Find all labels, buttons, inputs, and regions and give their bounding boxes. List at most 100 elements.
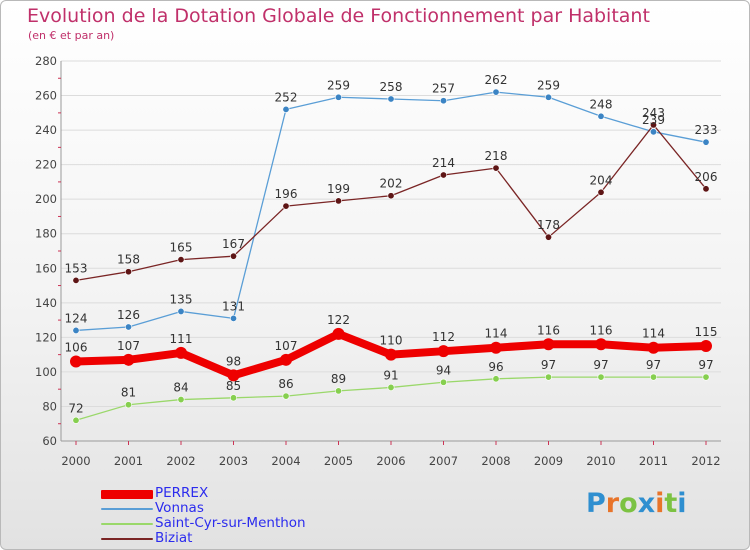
data-point <box>490 341 502 354</box>
logo-letter: i <box>655 488 665 519</box>
y-tick-label: 160 <box>35 261 57 275</box>
y-tick-label: 200 <box>35 192 57 206</box>
logo-letter: P <box>586 488 606 519</box>
data-label: 114 <box>485 327 508 341</box>
logo-letter: i <box>677 488 687 519</box>
data-point <box>334 197 342 205</box>
data-point <box>597 188 605 196</box>
data-point <box>282 392 290 400</box>
data-point <box>649 121 657 129</box>
data-label: 124 <box>65 311 88 325</box>
data-point <box>649 373 657 381</box>
data-label: 202 <box>380 177 403 191</box>
x-tick-label: 2002 <box>166 454 195 468</box>
data-point <box>334 387 342 395</box>
data-point <box>544 373 552 381</box>
data-point <box>125 323 133 331</box>
data-point <box>702 138 710 146</box>
data-point <box>700 340 712 352</box>
data-label: 94 <box>436 363 451 377</box>
data-point <box>72 276 80 284</box>
logo-letter: t <box>664 488 678 519</box>
data-label: 107 <box>117 339 140 353</box>
series-line-saint-cyr-sur-menthon <box>75 376 707 421</box>
chart-subtitle: (en € et par an) <box>28 29 115 42</box>
data-label: 72 <box>68 401 83 415</box>
y-tick-label: 100 <box>35 365 57 379</box>
data-label: 89 <box>331 372 346 386</box>
data-point <box>702 185 710 193</box>
data-label: 178 <box>537 218 560 232</box>
data-point <box>387 192 395 200</box>
data-label: 233 <box>695 123 718 137</box>
x-tick-label: 2010 <box>586 454 615 468</box>
data-point <box>544 93 552 101</box>
data-point <box>492 375 500 383</box>
y-tick-label: 140 <box>35 296 57 310</box>
data-label: 86 <box>278 377 293 391</box>
data-point <box>439 97 447 105</box>
data-label: 96 <box>488 360 503 374</box>
data-label: 257 <box>432 82 455 96</box>
data-point <box>230 394 238 402</box>
data-label: 243 <box>642 106 665 120</box>
data-label: 97 <box>646 358 661 372</box>
legend-label: Saint-Cyr-sur-Menthon <box>155 515 306 531</box>
data-label: 239 <box>642 113 665 127</box>
data-label: 259 <box>327 78 350 92</box>
x-tick-label: 2011 <box>639 454 668 468</box>
data-point <box>439 171 447 179</box>
data-point <box>595 338 607 351</box>
y-tick-label: 180 <box>35 227 57 241</box>
data-point <box>492 164 500 172</box>
y-tick-label: 120 <box>35 330 57 344</box>
y-tick-label: 280 <box>35 54 57 68</box>
data-point <box>230 314 238 322</box>
data-point <box>437 345 450 358</box>
data-point <box>177 396 185 404</box>
x-tick-label: 2001 <box>114 454 143 468</box>
legend-label: PERREX <box>155 485 209 501</box>
data-point <box>647 341 660 354</box>
data-label: 204 <box>590 173 613 187</box>
data-label: 153 <box>65 261 88 275</box>
data-label: 84 <box>173 381 188 395</box>
x-tick-label: 2004 <box>271 454 300 468</box>
data-label: 259 <box>537 78 560 92</box>
data-label: 97 <box>698 358 713 372</box>
data-label: 97 <box>541 358 556 372</box>
data-point <box>542 338 555 351</box>
data-point <box>282 105 290 113</box>
y-tick-label: 220 <box>35 158 57 172</box>
data-point <box>122 353 135 366</box>
data-label: 97 <box>593 358 608 372</box>
data-label: 107 <box>275 339 298 353</box>
data-point <box>280 353 292 366</box>
logo-letter: x <box>637 488 656 519</box>
legend-swatch <box>101 523 153 525</box>
logo-letter: r <box>605 488 620 519</box>
data-point <box>334 93 342 101</box>
data-label: 98 <box>226 354 241 368</box>
x-tick-label: 2008 <box>481 454 510 468</box>
data-label: 91 <box>383 368 398 382</box>
data-label: 122 <box>327 313 350 327</box>
data-label: 252 <box>275 90 298 104</box>
legend-label: Biziat <box>155 530 193 546</box>
data-label: 116 <box>590 323 613 337</box>
data-point <box>597 373 605 381</box>
data-point <box>125 401 133 409</box>
data-label: 196 <box>275 187 298 201</box>
data-label: 165 <box>170 241 193 255</box>
data-point <box>230 252 238 260</box>
data-label: 110 <box>380 334 403 348</box>
data-point <box>385 348 397 361</box>
data-label: 126 <box>117 308 140 322</box>
chart-title: Evolution de la Dotation Globale de Fonc… <box>27 5 650 27</box>
series-line-biziat <box>75 124 707 282</box>
data-point <box>72 416 80 424</box>
data-point <box>282 202 290 210</box>
data-point <box>649 128 657 136</box>
